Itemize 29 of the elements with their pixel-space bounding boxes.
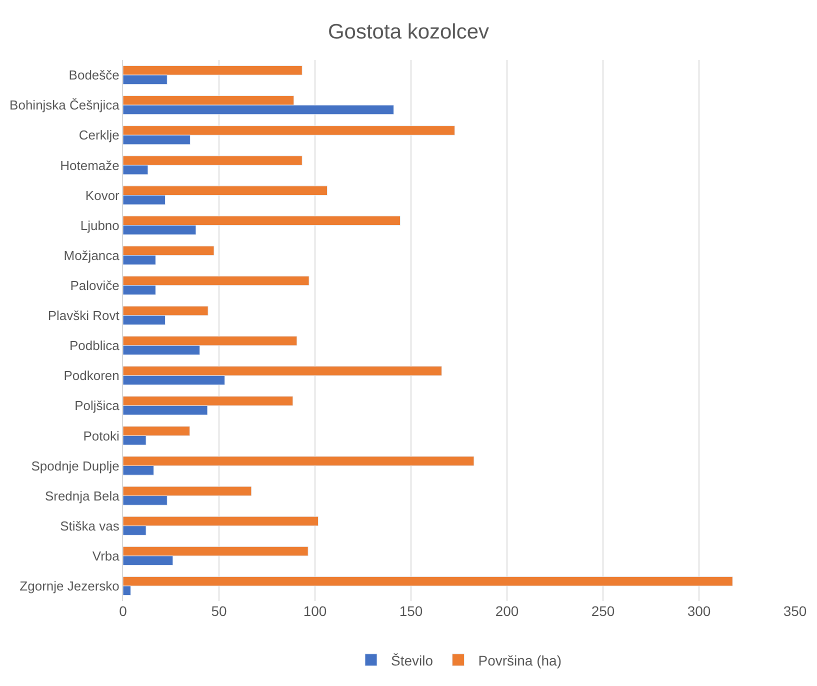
- y-tick-label: Poljšica: [74, 398, 120, 414]
- x-tick-label: 350: [783, 603, 807, 619]
- x-tick-label: 50: [211, 603, 227, 619]
- y-tick-label: Podkoren: [64, 368, 120, 384]
- y-tick-label: Srednja Bela: [44, 488, 120, 504]
- x-tick-label: 0: [119, 603, 128, 619]
- y-tick-label: Bodešče: [68, 68, 120, 83]
- y-tick-label: Kovor: [85, 188, 120, 203]
- legend-label: Površina (ha): [478, 652, 562, 668]
- x-tick-label: 100: [303, 603, 327, 619]
- y-tick-label: Ljubno: [80, 218, 120, 233]
- x-tick-label: 200: [495, 603, 519, 619]
- x-tick-label: 150: [399, 603, 423, 619]
- y-tick-label: Potoki: [83, 428, 120, 444]
- y-tick-label: Spodnje Duplje: [31, 458, 120, 474]
- y-tick-label: Cerklje: [78, 128, 120, 143]
- y-tick-label: Hotemaže: [60, 158, 120, 173]
- legend-label: Število: [391, 652, 434, 668]
- y-tick-label: Zgornje Jezersko: [20, 578, 120, 594]
- y-tick-label: Stiška vas: [60, 518, 120, 534]
- y-tick-label: Bohinjska Češnjica: [10, 98, 120, 113]
- y-tick-label: Paloviče: [70, 278, 120, 293]
- x-tick-label: 250: [591, 603, 615, 619]
- y-tick-label: Možjanca: [64, 248, 120, 263]
- y-tick-label: Vrba: [92, 548, 120, 564]
- y-tick-label: Podblica: [70, 338, 120, 354]
- chart-title: Gostota kozolcev: [328, 20, 490, 44]
- y-tick-label: Plavški Rovt: [48, 308, 120, 324]
- x-tick-label: 300: [687, 603, 711, 619]
